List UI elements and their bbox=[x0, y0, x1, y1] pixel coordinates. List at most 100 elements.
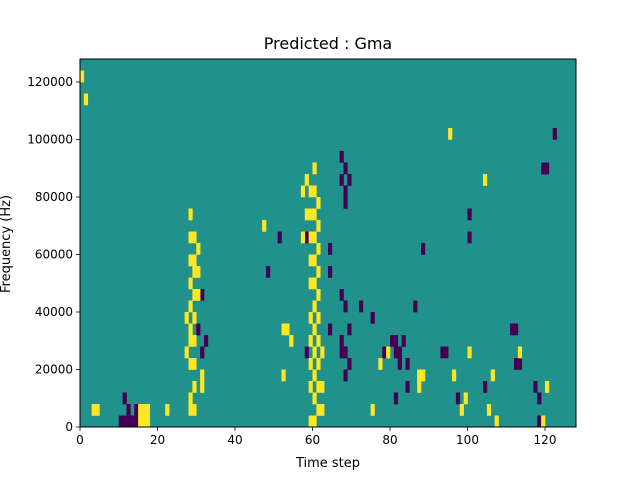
heatmap-cell-low bbox=[393, 335, 399, 347]
heatmap-cell-low bbox=[304, 231, 309, 244]
heatmap-cell-high bbox=[316, 243, 321, 255]
heatmap-cell-high bbox=[541, 415, 546, 428]
heatmap-cell-low bbox=[517, 358, 523, 370]
heatmap-cell-high bbox=[320, 381, 325, 393]
heatmap-cell-low bbox=[370, 312, 375, 324]
heatmap-cell-low bbox=[339, 151, 344, 163]
heatmap-cell-low bbox=[405, 358, 410, 370]
heatmap-cell-high bbox=[304, 174, 309, 186]
heatmap-cell-low bbox=[347, 323, 352, 336]
heatmap-cell-high bbox=[138, 415, 143, 428]
heatmap-cell-high bbox=[483, 174, 488, 186]
heatmap-cell-high bbox=[184, 346, 189, 359]
heatmap-cell-high bbox=[316, 404, 321, 416]
x-tick-label: 80 bbox=[382, 433, 397, 447]
heatmap-cell-high bbox=[188, 392, 193, 405]
heatmap-cell-high bbox=[316, 312, 321, 324]
heatmap-cell-high bbox=[192, 381, 197, 393]
heatmap-cell-low bbox=[277, 231, 282, 244]
heatmap-cell-low bbox=[130, 415, 135, 428]
heatmap-cell-high bbox=[417, 381, 422, 393]
heatmap-cell-high bbox=[312, 185, 317, 198]
x-tick-label: 0 bbox=[76, 433, 84, 447]
heatmap-cell-high bbox=[83, 93, 89, 106]
y-axis-label: Frequency (Hz) bbox=[0, 195, 14, 293]
heatmap-cell-low bbox=[552, 128, 557, 140]
heatmap-cell-high bbox=[192, 312, 197, 324]
heatmap-cell-high bbox=[200, 369, 205, 382]
heatmap-cell-high bbox=[312, 323, 317, 336]
heatmap-cell-high bbox=[312, 162, 317, 175]
heatmap-cell-high bbox=[188, 335, 193, 347]
heatmap-cell-high bbox=[312, 254, 317, 267]
heatmap-cell-high bbox=[200, 381, 205, 393]
heatmap-cell-high bbox=[192, 335, 197, 347]
heatmap-cell-high bbox=[316, 197, 321, 209]
heatmap-cell-high bbox=[448, 128, 453, 140]
heatmap-cell-low bbox=[347, 358, 352, 370]
heatmap-cell-low bbox=[393, 346, 399, 359]
heatmap-cell-low bbox=[339, 346, 344, 359]
heatmap-cell-high bbox=[312, 208, 317, 221]
heatmap-cell-high bbox=[308, 335, 313, 347]
heatmap-cell-high bbox=[192, 231, 197, 244]
heatmap-cell-low bbox=[196, 323, 201, 336]
heatmap-cell-low bbox=[343, 185, 348, 198]
heatmap-cell-high bbox=[188, 277, 193, 290]
heatmap-cell-high bbox=[545, 381, 550, 393]
heatmap-cell-high bbox=[370, 404, 375, 416]
heatmap-cell-low bbox=[328, 243, 333, 255]
heatmap-cell-low bbox=[393, 392, 399, 405]
heatmap-cell-high bbox=[378, 358, 383, 370]
y-tick-label: 20000 bbox=[35, 363, 73, 377]
heatmap-cell-low bbox=[347, 174, 352, 186]
heatmap-cell-low bbox=[328, 323, 333, 336]
heatmap-cell-high bbox=[517, 346, 523, 359]
heatmap-cell-low bbox=[304, 346, 309, 359]
heatmap-cell-high bbox=[308, 358, 313, 370]
heatmap-cell-low bbox=[390, 335, 395, 347]
heatmap-cell-high bbox=[138, 404, 143, 416]
heatmap-cell-low bbox=[467, 231, 472, 244]
heatmap-cell-low bbox=[204, 335, 209, 347]
heatmap-cell-high bbox=[459, 404, 464, 416]
heatmap-cell-high bbox=[80, 70, 85, 83]
heatmap-cell-high bbox=[308, 312, 313, 324]
heatmap-cell-high bbox=[196, 243, 201, 255]
heatmap-cell-low bbox=[533, 381, 538, 393]
heatmap-cell-high bbox=[285, 323, 290, 336]
heatmap-cell-low bbox=[467, 208, 472, 221]
heatmap-cell-high bbox=[145, 415, 151, 428]
heatmap-cell-low bbox=[200, 289, 205, 301]
heatmap-cell-high bbox=[192, 254, 197, 267]
heatmap-cell-high bbox=[188, 323, 193, 336]
heatmap-cell-high bbox=[421, 369, 426, 382]
heatmap-cell-high bbox=[320, 346, 325, 359]
heatmap-cell-low bbox=[134, 415, 139, 428]
heatmap-cell-high bbox=[91, 404, 96, 416]
heatmap-cell-low bbox=[421, 243, 426, 255]
heatmap-cell-low bbox=[118, 415, 123, 428]
heatmap-cell-high bbox=[289, 335, 294, 347]
x-tick-label: 20 bbox=[150, 433, 165, 447]
heatmap-cell-high bbox=[308, 415, 313, 428]
x-tick-label: 100 bbox=[456, 433, 479, 447]
heatmap-cell-low bbox=[397, 358, 402, 370]
heatmap-cell-low bbox=[339, 174, 344, 186]
heatmap-cell-low bbox=[514, 358, 519, 370]
heatmap-cell-low bbox=[359, 300, 364, 313]
x-tick-label: 60 bbox=[305, 433, 320, 447]
heatmap-cell-low bbox=[541, 162, 546, 175]
heatmap-cell-high bbox=[300, 231, 306, 244]
heatmap-cell-high bbox=[300, 185, 306, 198]
heatmap-cell-low bbox=[444, 346, 449, 359]
heatmap-cell-high bbox=[196, 266, 201, 278]
heatmap-cell-high bbox=[316, 381, 321, 393]
heatmap-cell-high bbox=[95, 404, 100, 416]
heatmap-cell-low bbox=[266, 266, 271, 278]
x-tick-label: 40 bbox=[227, 433, 242, 447]
heatmap-cell-high bbox=[490, 369, 495, 382]
heatmap-cell-low bbox=[413, 300, 418, 313]
